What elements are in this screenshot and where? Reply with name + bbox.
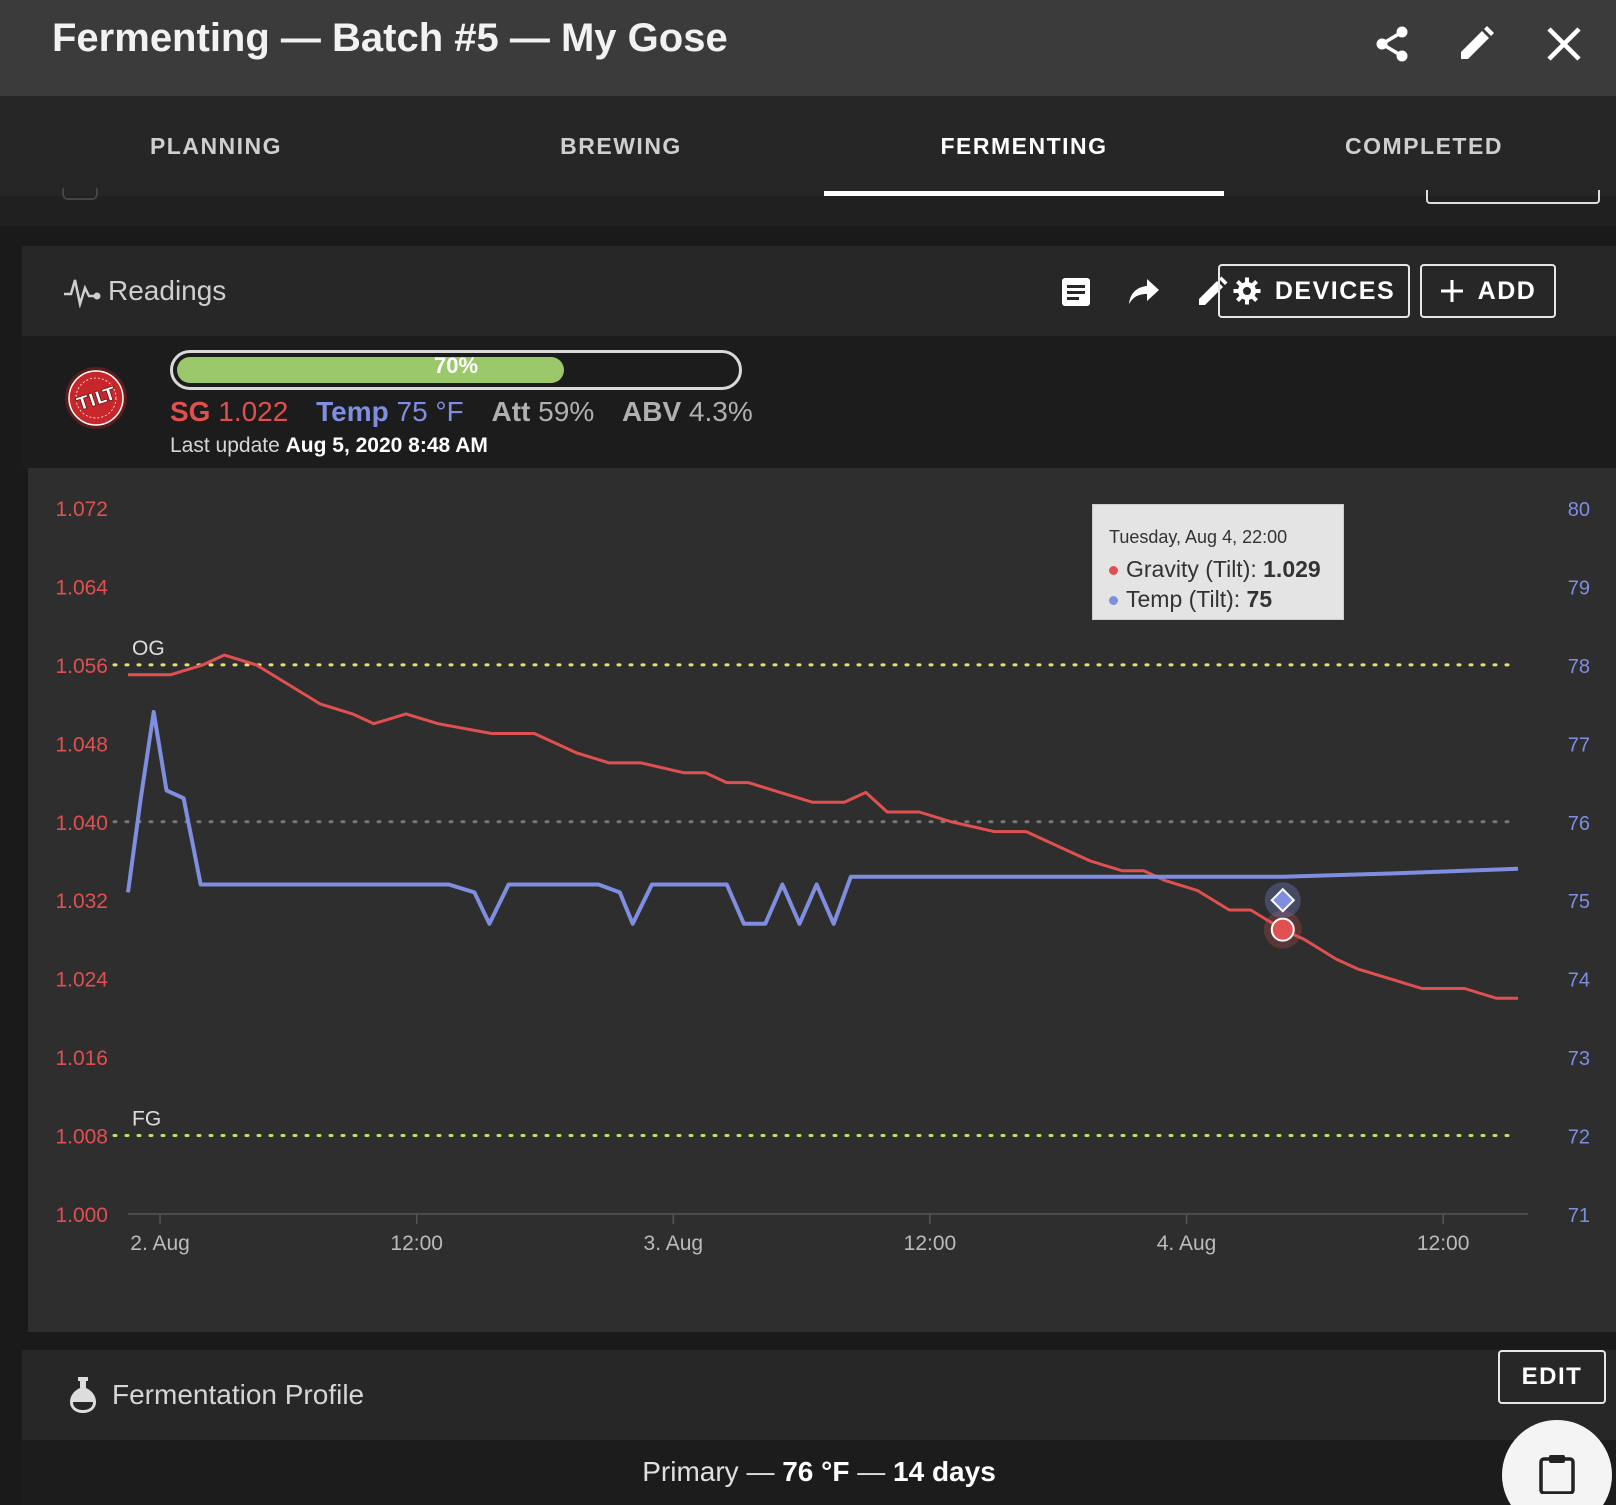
add-button[interactable]: ADD	[1420, 264, 1556, 318]
devices-label: DEVICES	[1274, 276, 1396, 305]
tab-planning[interactable]: PLANNING	[149, 132, 283, 159]
reference-line-label: OG	[132, 637, 165, 660]
y-right-tick-label: 74	[1568, 970, 1590, 992]
clipboard-fab[interactable]	[1502, 1420, 1612, 1505]
partial-button[interactable]	[1426, 190, 1600, 204]
last-update: Last update Aug 5, 2020 8:48 AM	[170, 434, 488, 457]
tooltip-title: Tuesday, Aug 4, 22:00	[1109, 527, 1288, 547]
y-left-tick-label: 1.048	[55, 733, 108, 756]
attenuation-progress-bar: 70%	[170, 350, 742, 390]
tooltip-temp: Temp (Tilt): 75	[1109, 584, 1327, 614]
add-label: ADD	[1477, 276, 1537, 305]
y-left-tick-label: 1.032	[55, 890, 108, 913]
fermentation-profile-header: Fermentation Profile EDIT	[22, 1350, 1616, 1440]
stage-tabs: PLANNING BREWING FERMENTING COMPLETED	[0, 96, 1616, 196]
att-stat: Att 59%	[491, 396, 595, 427]
progress-fill	[177, 357, 564, 383]
share-icon[interactable]	[1368, 20, 1416, 68]
tab-brewing[interactable]: BREWING	[560, 132, 682, 159]
progress-percent: 70%	[433, 353, 479, 378]
profile-label: Fermentation Profile	[112, 1379, 365, 1410]
y-left-tick-label: 1.064	[55, 576, 108, 599]
sg-value: 1.022	[218, 396, 289, 427]
last-update-value: Aug 5, 2020 8:48 AM	[285, 434, 488, 457]
title-bar: Fermenting — Batch #5 — My Gose	[0, 0, 1616, 96]
x-tick-label: 3. Aug	[644, 1232, 704, 1255]
share-arrow-icon[interactable]	[1120, 268, 1168, 316]
device-summary: TILT 70% SG 1.022 Temp 75 °F Att 59% ABV…	[22, 336, 1616, 468]
y-right-tick-label: 75	[1568, 891, 1590, 913]
y-left-tick-label: 1.000	[55, 1204, 108, 1227]
primary-step: Primary — 76 °F — 14 days	[22, 1440, 1616, 1505]
y-right-tick-label: 76	[1568, 813, 1590, 835]
tab-completed[interactable]: COMPLETED	[1345, 132, 1503, 159]
y-left-tick-label: 1.056	[55, 655, 108, 678]
notes-icon[interactable]	[1052, 268, 1100, 316]
y-right-tick-label: 73	[1568, 1048, 1590, 1070]
x-tick-label: 12:00	[1417, 1232, 1470, 1255]
x-tick-label: 2. Aug	[130, 1232, 190, 1255]
tooltip-gravity: Gravity (Tilt): 1.029	[1109, 554, 1327, 584]
y-left-tick-label: 1.008	[55, 1126, 108, 1149]
partial-icon	[62, 188, 98, 200]
profile-title: Fermentation Profile	[68, 1350, 364, 1440]
y-left-tick-label: 1.016	[55, 1047, 108, 1070]
page-title: Fermenting — Batch #5 — My Gose	[52, 16, 728, 60]
flask-icon	[70, 1377, 96, 1413]
readings-header: Readings DEVICES ADD	[22, 246, 1616, 336]
readings-label: Readings	[108, 275, 227, 306]
temp-stat: Temp 75 °F	[316, 396, 464, 427]
abv-value: 4.3%	[688, 396, 753, 427]
chart-svg[interactable]: 1.000 1.008 1.016 1.024 1.032 1.040 1.048 1.056…	[28, 468, 1616, 1332]
readings-stats: SG 1.022 Temp 75 °F Att 59% ABV 4.3%	[170, 396, 773, 428]
devices-button[interactable]: DEVICES	[1218, 264, 1410, 318]
gear-icon	[1233, 277, 1261, 305]
temp-dot-icon	[1109, 596, 1118, 606]
plus-icon	[1440, 280, 1463, 302]
temp-series-line	[126, 710, 1519, 926]
readings-title: Readings	[62, 246, 226, 336]
y-left-tick-label: 1.040	[55, 812, 108, 835]
y-right-tick-label: 72	[1568, 1127, 1590, 1149]
clipboard-icon	[1539, 1455, 1575, 1494]
x-tick-label: 12:00	[904, 1232, 957, 1255]
y-right-tick-label: 77	[1568, 734, 1590, 756]
y-right-tick-label: 80	[1568, 499, 1590, 521]
readings-chart[interactable]: 1.000 1.008 1.016 1.024 1.032 1.040 1.048 1.056…	[28, 468, 1616, 1332]
abv-stat: ABV 4.3%	[622, 396, 753, 427]
primary-step-text: Primary — 76 °F — 14 days	[642, 1456, 996, 1487]
pulse-icon	[64, 279, 101, 308]
gravity-marker	[1270, 917, 1295, 942]
y-right-tick-label: 71	[1568, 1205, 1590, 1227]
tab-fermenting[interactable]: FERMENTING	[824, 96, 1224, 196]
y-right-tick-label: 79	[1568, 577, 1590, 599]
att-value: 59%	[538, 396, 595, 427]
gravity-dot-icon	[1109, 566, 1118, 576]
x-tick-label: 12:00	[390, 1232, 443, 1255]
pencil-icon[interactable]	[1452, 20, 1500, 68]
chart-tooltip: Tuesday, Aug 4, 22:00 Gravity (Tilt): 1.…	[1092, 504, 1344, 620]
sg-stat: SG 1.022	[170, 396, 289, 427]
pencil-icon[interactable]	[1188, 268, 1236, 316]
y-right-tick-label: 78	[1568, 656, 1590, 678]
close-icon[interactable]	[1540, 20, 1588, 68]
gravity-series-line	[128, 653, 1518, 1000]
x-tick-label: 4. Aug	[1157, 1232, 1217, 1255]
y-left-tick-label: 1.072	[55, 498, 108, 521]
temp-value: 75 °F	[396, 396, 464, 427]
edit-profile-button[interactable]: EDIT	[1498, 1350, 1606, 1404]
scrolled-section-edge	[0, 188, 1616, 226]
reference-line-label: FG	[132, 1108, 161, 1131]
tilt-logo: TILT	[65, 367, 127, 429]
y-left-tick-label: 1.024	[55, 969, 108, 992]
temp-marker	[1270, 887, 1296, 913]
